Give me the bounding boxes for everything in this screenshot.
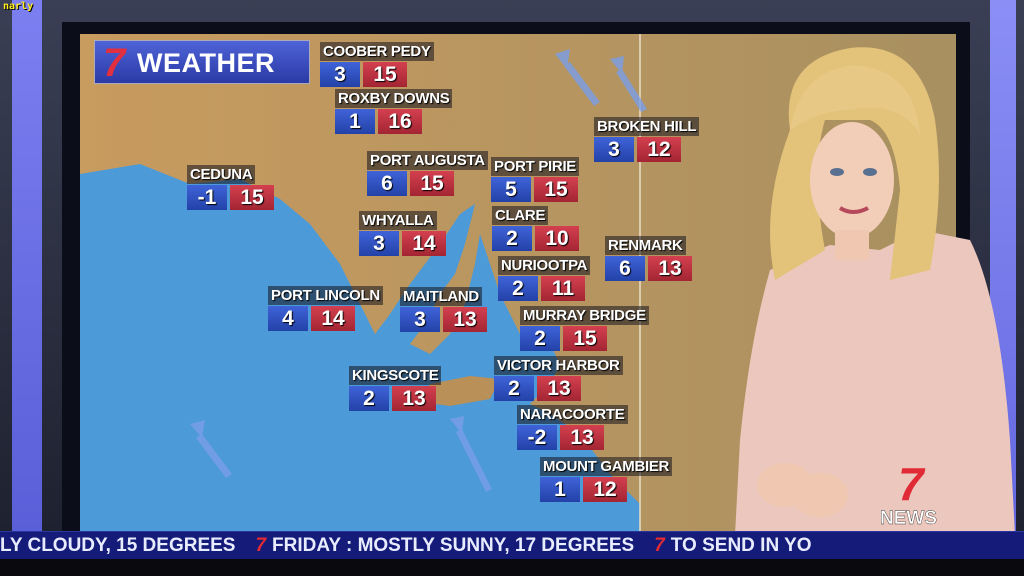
city-name: PORT LINCOLN — [268, 286, 383, 305]
max-temp: 13 — [537, 376, 581, 401]
city-name: BROKEN HILL — [594, 117, 700, 136]
news-seven-icon: 7 — [898, 460, 926, 510]
max-temp: 12 — [637, 137, 681, 162]
max-temp: 13 — [443, 307, 487, 332]
min-temp: 1 — [540, 477, 580, 502]
max-temp: 14 — [311, 306, 355, 331]
weather-title: WEATHER — [137, 48, 275, 78]
max-temp: 14 — [402, 231, 446, 256]
min-temp: 4 — [268, 306, 308, 331]
city-name: PORT PIRIE — [491, 157, 580, 176]
min-temp: 3 — [320, 62, 360, 87]
city-name: VICTOR HARBOR — [494, 356, 623, 375]
city-name: NARACOORTE — [517, 405, 628, 424]
min-temp: -2 — [517, 425, 557, 450]
city-name: CLARE — [492, 206, 549, 225]
min-temp: 3 — [359, 231, 399, 256]
max-temp: 15 — [230, 185, 274, 210]
max-temp: 15 — [410, 171, 454, 196]
city-name: PORT AUGUSTA — [367, 151, 488, 170]
max-temp: 15 — [563, 326, 607, 351]
weather-logo: 7 WEATHER — [94, 40, 310, 84]
city-name: CEDUNA — [187, 165, 256, 184]
presenter — [735, 47, 1015, 535]
ticker-item: LY CLOUDY, 15 DEGREES — [0, 535, 236, 556]
min-temp: 6 — [367, 171, 407, 196]
min-temp: 1 — [335, 109, 375, 134]
city-name: COOBER PEDY — [320, 42, 434, 61]
max-temp: 12 — [583, 477, 627, 502]
news-text: NEWS — [880, 508, 937, 528]
wind-arrows — [190, 49, 647, 492]
min-temp: 3 — [400, 307, 440, 332]
min-temp: 6 — [605, 256, 645, 281]
city-name: RENMARK — [605, 236, 686, 255]
city-name: WHYALLA — [359, 211, 437, 230]
max-temp: 13 — [392, 386, 436, 411]
min-temp: -1 — [187, 185, 227, 210]
ticker-separator-icon: 7 — [654, 535, 665, 556]
city-name: KINGSCOTE — [349, 366, 442, 385]
min-temp: 5 — [491, 177, 531, 202]
seven-logo-icon: 7 — [103, 41, 126, 85]
city-name: MOUNT GAMBIER — [540, 457, 673, 476]
max-temp: 15 — [534, 177, 578, 202]
min-temp: 3 — [594, 137, 634, 162]
min-temp: 2 — [494, 376, 534, 401]
max-temp: 13 — [648, 256, 692, 281]
ticker-item: FRIDAY : MOSTLY SUNNY, 17 DEGREES — [272, 535, 635, 556]
ocean — [80, 164, 640, 532]
ticker-item: TO SEND IN YO — [670, 535, 812, 556]
max-temp: 11 — [541, 276, 585, 301]
max-temp: 10 — [535, 226, 579, 251]
min-temp: 2 — [349, 386, 389, 411]
city-name: ROXBY DOWNS — [335, 89, 453, 108]
city-name: MURRAY BRIDGE — [520, 306, 649, 325]
left-light-strip — [12, 0, 42, 535]
min-temp: 2 — [520, 326, 560, 351]
news-ticker: LY CLOUDY, 15 DEGREES 7 FRIDAY : MOSTLY SU… — [0, 531, 1024, 559]
min-temp: 2 — [498, 276, 538, 301]
city-name: NURIOOTPA — [498, 256, 591, 275]
watermark: narly — [3, 1, 34, 12]
bottom-bar — [0, 559, 1024, 576]
city-name: MAITLAND — [400, 287, 482, 306]
max-temp: 15 — [363, 62, 407, 87]
max-temp: 16 — [378, 109, 422, 134]
7news-logo: 7 NEWS — [880, 460, 937, 528]
max-temp: 13 — [560, 425, 604, 450]
min-temp: 2 — [492, 226, 532, 251]
ticker-separator-icon: 7 — [255, 535, 267, 556]
